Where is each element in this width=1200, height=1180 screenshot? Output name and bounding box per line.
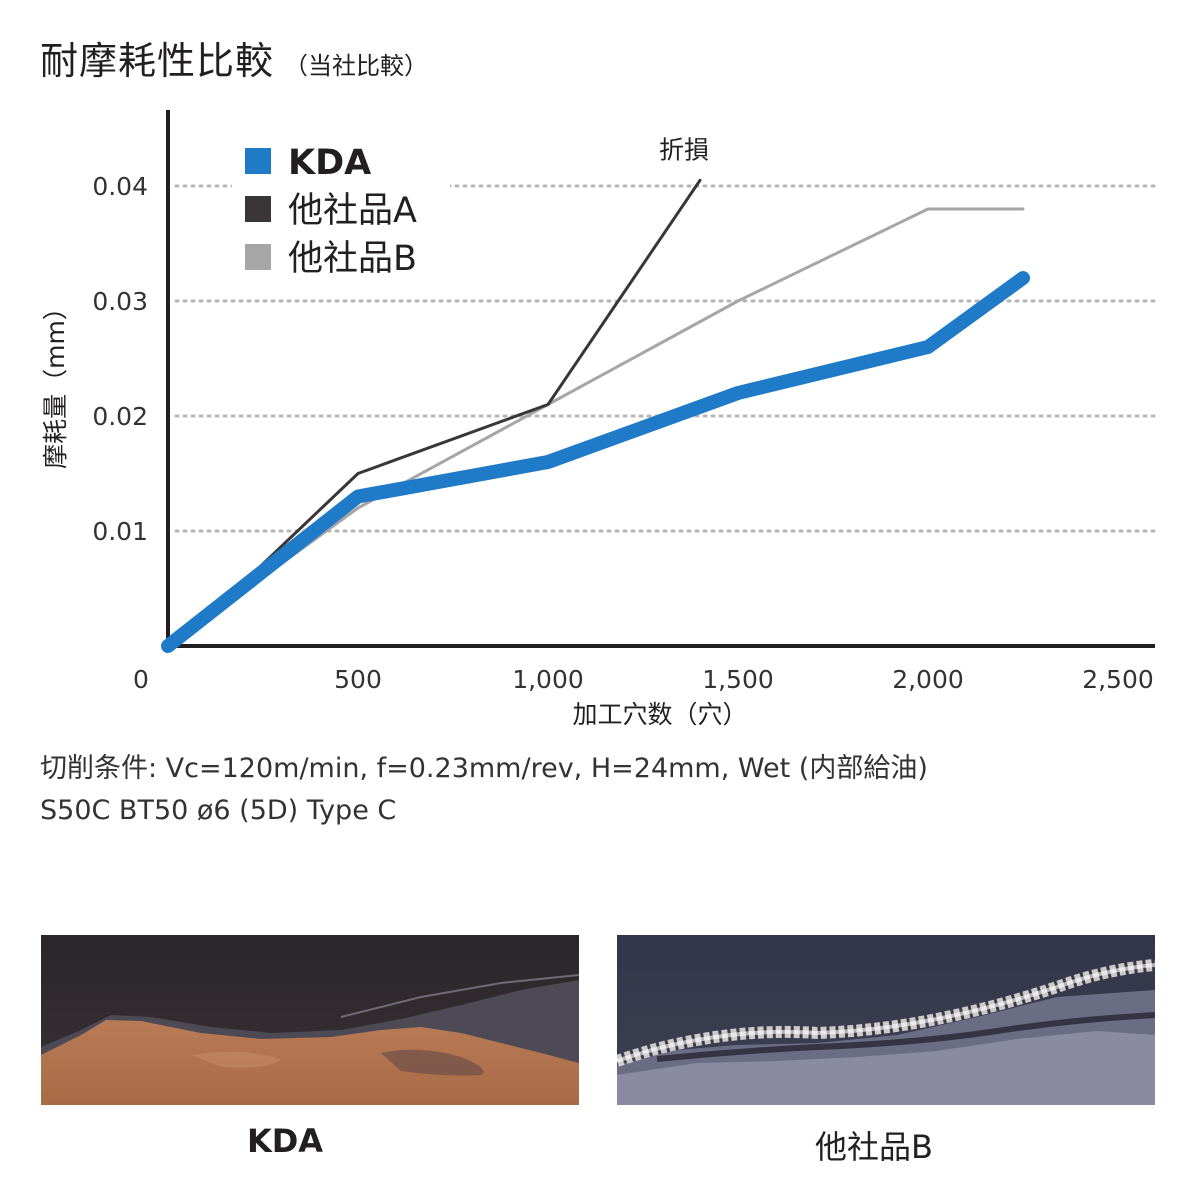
cutting-conditions: 切削条件: Vc=120m/min, f=0.23mm/rev, H=24mm,… bbox=[40, 748, 928, 832]
competitor-b-photo-caption: 他社品B bbox=[815, 1128, 933, 1166]
legend-label-2: 他社品B bbox=[288, 239, 417, 279]
conditions-line-2: S50C BT50 ø6 (5D) Type C bbox=[40, 795, 397, 826]
legend-swatch-1 bbox=[245, 196, 271, 222]
legend-swatch-0 bbox=[245, 148, 271, 174]
kda-photo-caption: KDA bbox=[246, 1122, 324, 1160]
chart-subtitle: （当社比較） bbox=[284, 52, 429, 80]
x-tick-label: 2,500 bbox=[1082, 665, 1154, 694]
y-axis-label: 摩耗量（mm） bbox=[41, 295, 70, 469]
y-tick-label: 0.01 bbox=[92, 517, 148, 546]
x-tick-label: 2,000 bbox=[892, 665, 964, 694]
x-axis-label: 加工穴数（穴） bbox=[572, 700, 747, 729]
x-tick-label: 1,000 bbox=[512, 665, 584, 694]
y-tick-label: 0.02 bbox=[92, 402, 148, 431]
y-tick-label: 0.03 bbox=[92, 287, 148, 316]
legend-swatch-2 bbox=[245, 244, 271, 270]
y-tick-label: 0.04 bbox=[92, 172, 148, 201]
competitor-b-wear-photo bbox=[617, 935, 1155, 1105]
annotation-label-0: 折損 bbox=[659, 135, 709, 164]
legend-label-1: 他社品A bbox=[288, 191, 417, 231]
legend-label-0: KDA bbox=[288, 143, 371, 183]
x-tick-label: 0 bbox=[133, 665, 149, 694]
conditions-line-1: 切削条件: Vc=120m/min, f=0.23mm/rev, H=24mm,… bbox=[40, 753, 928, 784]
title-row: 耐摩耗性比較 （当社比較） bbox=[40, 30, 428, 85]
series-line-0 bbox=[161, 271, 1030, 653]
series-line-2 bbox=[166, 207, 1025, 648]
x-tick-label: 1,500 bbox=[702, 665, 774, 694]
chart-title: 耐摩耗性比較 bbox=[40, 39, 275, 83]
kda-wear-photo bbox=[41, 935, 579, 1105]
x-tick-label: 500 bbox=[334, 665, 382, 694]
wear-chart: 0.01 0.02 0.03 0.04 0 500 1,000 1,500 2,000 2,500… bbox=[41, 110, 1157, 729]
